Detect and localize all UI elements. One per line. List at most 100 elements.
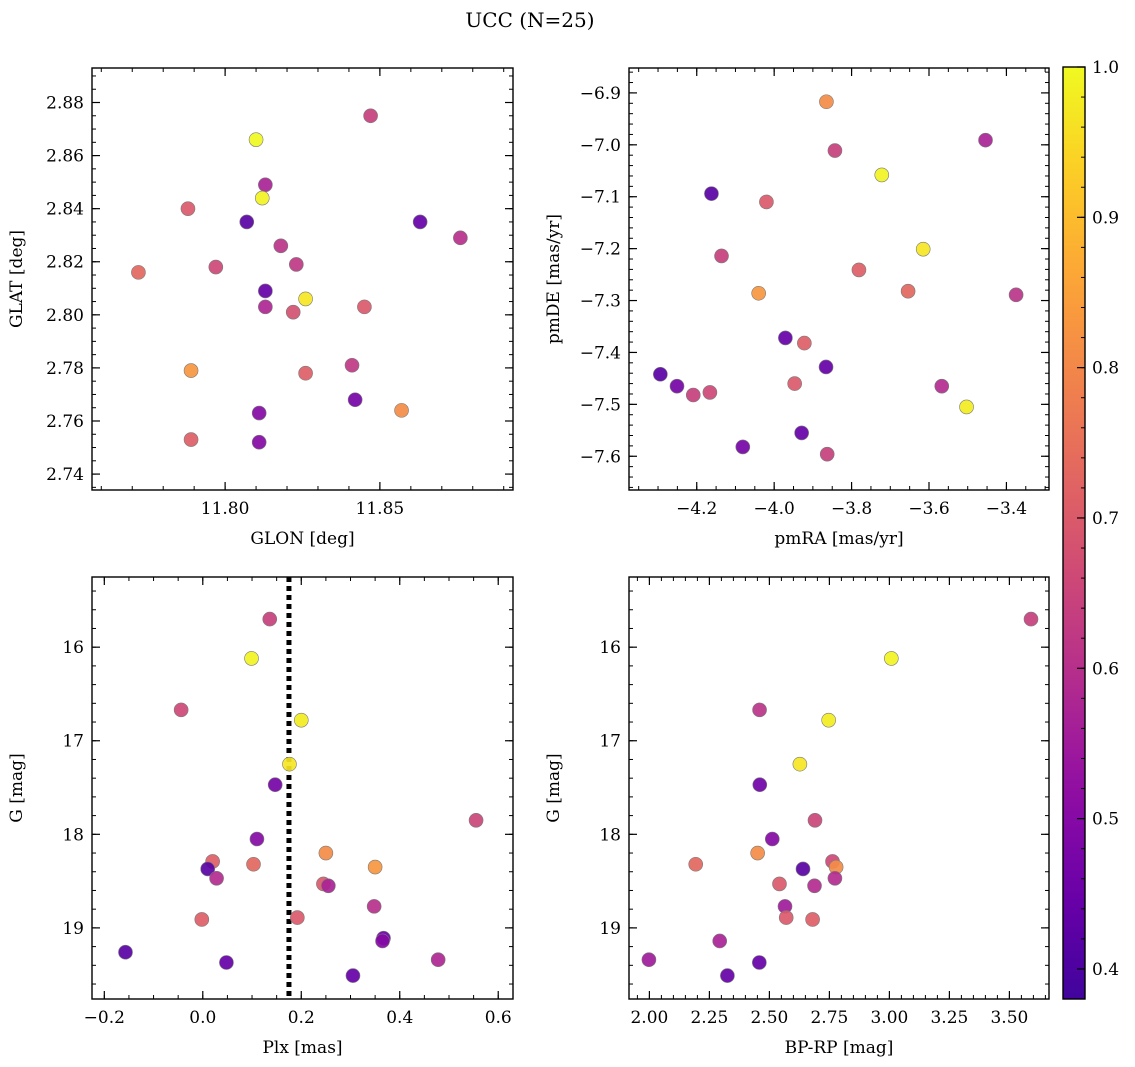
y-tick-label: −7.6 (580, 447, 621, 467)
panel-pmra-pmde: −4.2 −4.0 −3.8 −3.6 −3.4 −7.6 −7.5 −7.4 −7.3 −7.2… (544, 67, 1050, 549)
scatter-point (702, 385, 718, 400)
scatter-point (298, 365, 313, 381)
scatter-point (298, 291, 313, 307)
scatter-point (900, 283, 916, 299)
scatter-point (805, 912, 820, 927)
x-tick-label: 3.50 (990, 1008, 1028, 1028)
colorbar-tick-label: 0.8 (1092, 359, 1119, 379)
scatter-point (915, 241, 931, 257)
scatter-point (290, 910, 305, 925)
y-tick-label: −7.0 (580, 136, 621, 156)
scatter-point (827, 143, 843, 158)
y-tick-label: 2.80 (46, 306, 84, 326)
scatter-point (248, 132, 264, 147)
y-tick-label: 16 (599, 638, 621, 658)
colorbar-tick-label: 0.5 (1092, 810, 1119, 830)
scatter-point (884, 651, 899, 666)
scatter-point (363, 108, 378, 124)
scatter-point (874, 167, 890, 183)
scatter-point (827, 870, 843, 886)
scatter-point (251, 405, 267, 421)
scatter-point (778, 330, 793, 346)
scatter-point (183, 432, 199, 447)
y-tick-label: 17 (599, 732, 621, 752)
scatter-point (751, 285, 766, 301)
scatter-point (244, 651, 259, 666)
x-tick-label: −3.6 (908, 499, 949, 519)
scatter-point (321, 878, 336, 894)
scatter-point (778, 910, 794, 925)
scatter-point (347, 392, 363, 408)
scatter-point (720, 968, 735, 983)
y-axis-label: GLAT [deg] (7, 230, 27, 328)
scatter-point (764, 831, 780, 847)
y-tick-label: −7.1 (580, 188, 621, 208)
scatter-point (819, 446, 835, 462)
scatter-point (194, 912, 210, 927)
panel-plx-g: −0.2 0.0 0.2 0.4 0.6 16 17 18 19 Plx [mas] G [mag] (7, 576, 514, 1058)
y-tick-label: 2.78 (46, 359, 84, 379)
y-tick-label: −7.5 (580, 395, 621, 415)
scatter-point (641, 952, 657, 968)
scatter-point (357, 299, 372, 315)
scatter-point (285, 304, 301, 320)
x-tick-label: 11.80 (201, 499, 250, 519)
y-axis-label: G [mag] (7, 753, 27, 822)
y-axis-label: pmDE [mas/yr] (544, 214, 564, 344)
panel-glon-glat: 11.80 11.85 2.74 2.76 2.78 2.80 2.82 2.84 2.86 2.… (7, 67, 514, 549)
scatter-point (795, 861, 811, 877)
scatter-point (183, 363, 199, 378)
scatter-point (258, 177, 273, 193)
scatter-point (978, 132, 993, 148)
scatter-point (267, 777, 283, 793)
scatter-point (712, 933, 728, 949)
plot-frame (628, 576, 1050, 1000)
x-tick-label: 0.2 (288, 1008, 315, 1028)
scatter-point (367, 859, 383, 875)
x-tick-label: −3.4 (986, 499, 1027, 519)
y-tick-label: −7.2 (580, 240, 621, 260)
scatter-point (200, 861, 216, 877)
x-tick-label: 2.00 (630, 1008, 668, 1028)
colorbar: 0.4 0.5 0.6 0.7 0.8 0.9 1.0 (1062, 58, 1119, 1000)
scatter-point (344, 357, 360, 373)
scatter-point (851, 262, 867, 278)
y-tick-label: 2.88 (46, 94, 84, 114)
scatter-point (1023, 611, 1039, 627)
scatter-point (209, 870, 224, 886)
scatter-point (173, 702, 189, 718)
scatter-point (1008, 287, 1024, 303)
scatter-point (219, 955, 234, 970)
y-tick-label: 2.82 (46, 253, 84, 273)
scatter-point (934, 378, 950, 394)
x-tick-label: 0.6 (485, 1008, 512, 1028)
scatter-point (819, 94, 834, 110)
scatter-point (254, 190, 270, 206)
scatter-point (685, 387, 701, 403)
scatter-point (251, 434, 267, 450)
scatter-point (772, 876, 787, 892)
scatter-point (208, 259, 224, 275)
scatter-point (735, 439, 751, 455)
figure-title: UCC (N=25) (465, 8, 594, 32)
scatter-point (759, 194, 774, 210)
y-tick-label: 2.86 (46, 147, 84, 167)
scatter-point (289, 257, 304, 272)
scatter-point (669, 378, 685, 394)
scatter-point (807, 812, 823, 828)
y-tick-label: 19 (599, 919, 621, 939)
x-axis-label: BP-RP [mag] (785, 1038, 894, 1058)
scatter-point (688, 856, 704, 872)
colorbar-tick-label: 0.4 (1092, 960, 1119, 980)
scatter-point (792, 756, 808, 772)
scatter-point (366, 899, 382, 914)
x-tick-label: −0.2 (84, 1008, 125, 1028)
scatter-point (807, 878, 822, 894)
x-tick-label: 3.00 (870, 1008, 908, 1028)
scatter-point (345, 968, 361, 983)
scatter-point (262, 611, 278, 627)
x-axis-label: Plx [mas] (262, 1038, 342, 1058)
x-tick-label: 0.4 (386, 1008, 413, 1028)
scatter-point (750, 845, 765, 861)
